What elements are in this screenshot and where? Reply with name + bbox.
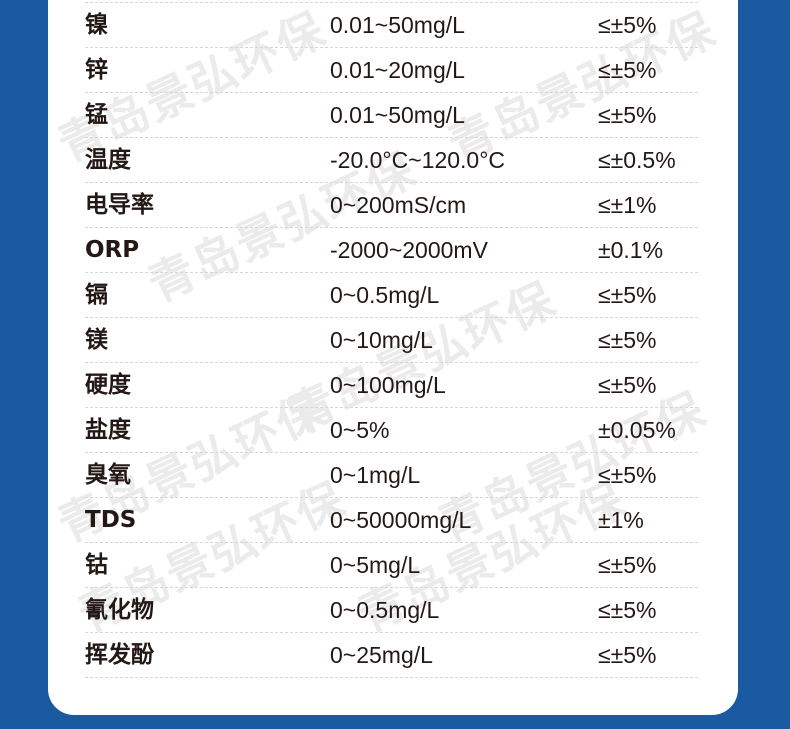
table-row: 温度 -20.0°C~120.0°C ≤±0.5% <box>85 138 698 183</box>
measurement-range: -2000~2000mV <box>330 237 488 263</box>
measurement-range: 0~10mg/L <box>330 327 433 353</box>
measurement-range: 0~5% <box>330 417 390 443</box>
parameter-name: 镍 <box>85 12 108 38</box>
parameter-name: 锌 <box>85 57 108 83</box>
accuracy: ≤±5% <box>598 327 657 353</box>
table-row: 镉 0~0.5mg/L ≤±5% <box>85 273 698 318</box>
parameter-name: ORP <box>85 237 140 263</box>
measurement-range: 0.01~50mg/L <box>330 12 465 38</box>
measurement-range: 0.01~50mg/L <box>330 102 465 128</box>
parameter-name: 挥发酚 <box>85 642 154 668</box>
accuracy: ≤±5% <box>598 372 657 398</box>
measurement-range: 0~25mg/L <box>330 642 433 668</box>
measurement-range: -20.0°C~120.0°C <box>330 147 506 173</box>
table-row: 电导率 0~200mS/cm ≤±1% <box>85 183 698 228</box>
parameter-name: 氰化物 <box>85 597 154 623</box>
accuracy: ≤±5% <box>598 282 657 308</box>
measurement-range: 0~100mg/L <box>330 372 446 398</box>
accuracy: ≤±5% <box>598 462 657 488</box>
parameter-name: 镉 <box>85 282 108 308</box>
table-row: ORP -2000~2000mV ±0.1% <box>85 228 698 273</box>
measurement-range: 0.01~20mg/L <box>330 57 465 83</box>
parameter-name: 盐度 <box>85 417 131 443</box>
table-row: 氰化物 0~0.5mg/L ≤±5% <box>85 588 698 633</box>
measurement-range: 0~200mS/cm <box>330 192 467 218</box>
accuracy: ±1% <box>598 507 644 533</box>
table-row: 盐度 0~5% ±0.05% <box>85 408 698 453</box>
accuracy: ≤±1% <box>598 192 657 218</box>
parameter-name: 硬度 <box>85 372 131 398</box>
parameter-name: 锰 <box>85 102 108 128</box>
parameter-name: 臭氧 <box>85 462 131 488</box>
table-row: TDS 0~50000mg/L ±1% <box>85 498 698 543</box>
parameter-name: TDS <box>85 507 137 533</box>
accuracy: ≤±0.5% <box>598 147 676 173</box>
accuracy: ±0.05% <box>598 417 676 443</box>
parameter-name: 温度 <box>85 147 131 173</box>
parameter-name: 电导率 <box>85 192 154 218</box>
spec-card: 青岛景弘环保 青岛景弘环保 青岛景弘环保 青岛景弘环保 青岛景弘环保 青岛景弘环… <box>48 0 738 715</box>
table-row: 镍 0.01~50mg/L ≤±5% <box>85 2 698 48</box>
parameter-name: 镁 <box>85 327 108 353</box>
table-row: 挥发酚 0~25mg/L ≤±5% <box>85 633 698 678</box>
table-row: 镁 0~10mg/L ≤±5% <box>85 318 698 363</box>
table-row: 钴 0~5mg/L ≤±5% <box>85 543 698 588</box>
accuracy: ≤±5% <box>598 102 657 128</box>
accuracy: ≤±5% <box>598 57 657 83</box>
spec-table: 镍 0.01~50mg/L ≤±5% 锌 0.01~20mg/L ≤±5% 锰 0.01~50… <box>85 2 698 678</box>
table-row: 锌 0.01~20mg/L ≤±5% <box>85 48 698 93</box>
table-row: 臭氧 0~1mg/L ≤±5% <box>85 453 698 498</box>
measurement-range: 0~1mg/L <box>330 462 421 488</box>
accuracy: ≤±5% <box>598 642 657 668</box>
table-row: 硬度 0~100mg/L ≤±5% <box>85 363 698 408</box>
accuracy: ±0.1% <box>598 237 664 263</box>
measurement-range: 0~0.5mg/L <box>330 597 440 623</box>
measurement-range: 0~5mg/L <box>330 552 421 578</box>
measurement-range: 0~50000mg/L <box>330 507 472 533</box>
accuracy: ≤±5% <box>598 12 657 38</box>
parameter-name: 钴 <box>85 552 108 578</box>
table-row: 锰 0.01~50mg/L ≤±5% <box>85 93 698 138</box>
accuracy: ≤±5% <box>598 597 657 623</box>
measurement-range: 0~0.5mg/L <box>330 282 440 308</box>
accuracy: ≤±5% <box>598 552 657 578</box>
